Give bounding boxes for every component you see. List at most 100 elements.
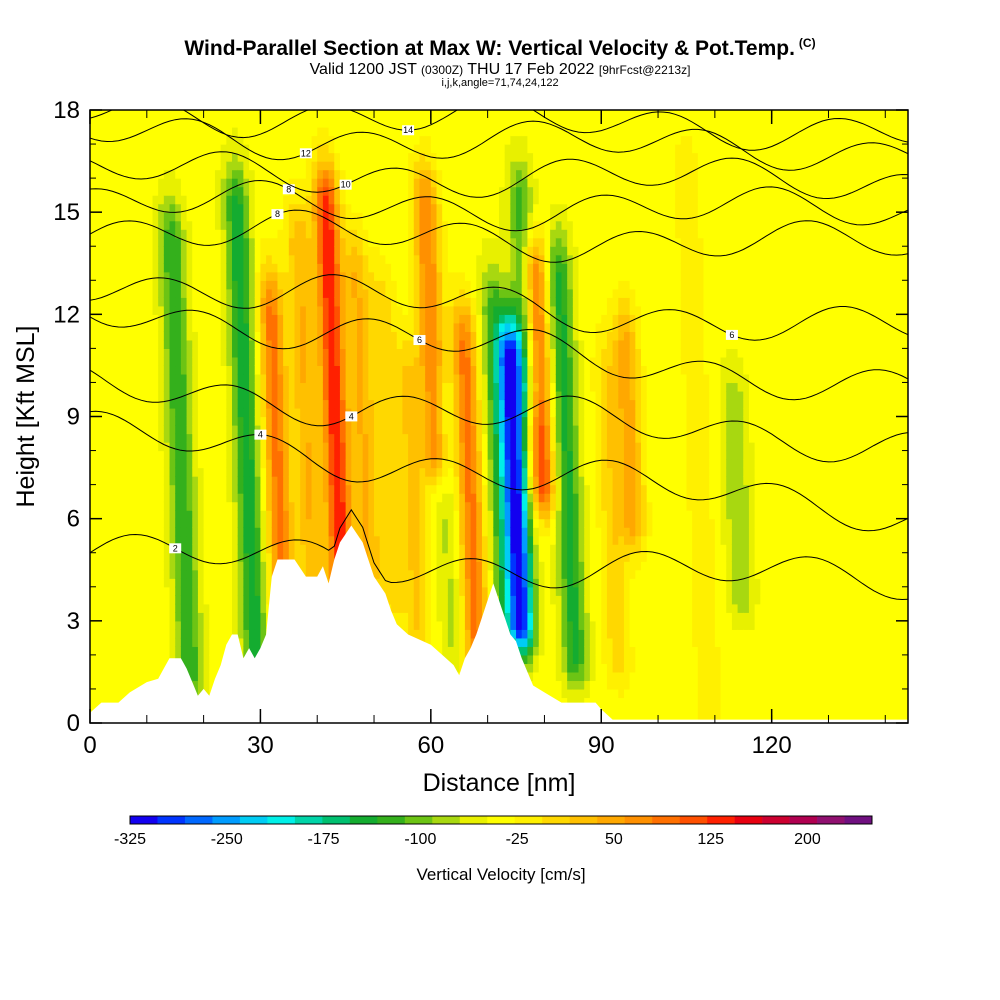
velocity-cell xyxy=(192,237,199,247)
velocity-cell xyxy=(374,510,381,520)
velocity-cell xyxy=(362,382,369,392)
velocity-cell xyxy=(95,612,102,622)
velocity-cell xyxy=(453,365,460,375)
velocity-cell xyxy=(232,288,239,298)
velocity-cell xyxy=(237,203,244,213)
velocity-cell xyxy=(385,493,392,503)
velocity-cell xyxy=(124,433,131,443)
velocity-cell xyxy=(220,186,227,196)
velocity-cell xyxy=(447,229,455,239)
velocity-cell xyxy=(436,195,443,205)
velocity-cell xyxy=(391,595,398,605)
velocity-cell xyxy=(175,220,182,230)
velocity-cell xyxy=(356,484,364,494)
velocity-cell xyxy=(425,637,432,647)
velocity-cell xyxy=(476,161,483,171)
velocity-cell xyxy=(237,637,244,647)
velocity-cell xyxy=(152,450,159,460)
velocity-cell xyxy=(339,161,347,171)
velocity-cell xyxy=(226,476,233,486)
velocity-cell xyxy=(249,527,256,537)
velocity-cell xyxy=(374,263,381,273)
velocity-cell xyxy=(186,399,193,409)
velocity-cell xyxy=(95,118,102,128)
velocity-cell xyxy=(328,339,335,349)
velocity-cell xyxy=(101,603,108,613)
velocity-cell xyxy=(328,382,335,392)
velocity-cell xyxy=(408,348,415,358)
velocity-cell xyxy=(214,229,222,239)
velocity-cell xyxy=(311,569,318,579)
velocity-cell xyxy=(95,390,102,401)
velocity-cell xyxy=(214,271,222,281)
velocity-cell xyxy=(453,416,460,426)
velocity-cell xyxy=(464,484,472,494)
velocity-cell xyxy=(112,229,119,239)
velocity-cell xyxy=(192,314,199,324)
velocity-cell xyxy=(226,280,233,290)
velocity-cell xyxy=(464,561,472,571)
velocity-cell xyxy=(152,339,159,349)
velocity-cell xyxy=(266,229,273,239)
velocity-cell xyxy=(135,110,142,120)
velocity-cell xyxy=(294,135,301,145)
velocity-cell xyxy=(442,637,449,647)
velocity-cell xyxy=(237,612,244,622)
velocity-cell xyxy=(141,195,148,205)
velocity-cell xyxy=(391,561,398,571)
velocity-cell xyxy=(339,356,347,367)
velocity-cell xyxy=(311,212,318,222)
velocity-cell xyxy=(266,288,273,298)
velocity-cell xyxy=(220,561,227,571)
velocity-cell xyxy=(368,152,375,162)
velocity-cell xyxy=(186,322,193,332)
velocity-cell xyxy=(129,467,137,477)
velocity-cell xyxy=(459,356,466,367)
velocity-cell xyxy=(158,229,165,239)
velocity-cell xyxy=(442,339,449,349)
velocity-cell xyxy=(232,535,239,545)
velocity-cell xyxy=(95,271,102,281)
velocity-cell xyxy=(283,152,290,162)
velocity-cell xyxy=(459,544,466,554)
velocity-cell xyxy=(163,578,171,588)
velocity-cell xyxy=(328,416,335,426)
velocity-cell xyxy=(317,195,324,205)
velocity-cell xyxy=(305,220,313,230)
velocity-cell xyxy=(294,510,301,520)
velocity-cell xyxy=(464,433,472,443)
velocity-cell xyxy=(197,356,205,367)
velocity-cell xyxy=(135,510,142,520)
velocity-cell xyxy=(413,510,421,520)
velocity-cell xyxy=(192,552,199,562)
velocity-cell xyxy=(442,263,449,273)
velocity-cell xyxy=(175,450,182,460)
velocity-cell xyxy=(141,246,148,256)
velocity-cell xyxy=(254,569,262,579)
velocity-cell xyxy=(453,390,460,401)
velocity-cell xyxy=(260,280,267,290)
velocity-cell xyxy=(379,518,386,528)
velocity-cell xyxy=(328,280,335,290)
velocity-cell xyxy=(311,407,318,418)
velocity-cell xyxy=(175,433,182,443)
velocity-cell xyxy=(430,552,438,562)
velocity-cell xyxy=(317,339,324,349)
velocity-cell xyxy=(402,578,409,588)
velocity-cell xyxy=(317,382,324,392)
velocity-cell xyxy=(464,229,472,239)
velocity-cell xyxy=(192,603,199,613)
velocity-cell xyxy=(334,339,341,349)
velocity-cell xyxy=(146,407,154,418)
velocity-cell xyxy=(305,305,313,315)
velocity-cell xyxy=(294,433,301,443)
velocity-cell xyxy=(243,442,250,452)
velocity-cell xyxy=(152,544,159,554)
velocity-cell xyxy=(305,161,313,171)
velocity-cell xyxy=(430,178,438,188)
velocity-cell xyxy=(379,373,386,384)
velocity-cell xyxy=(112,263,119,273)
velocity-cell xyxy=(453,339,460,349)
velocity-cell xyxy=(141,578,148,588)
